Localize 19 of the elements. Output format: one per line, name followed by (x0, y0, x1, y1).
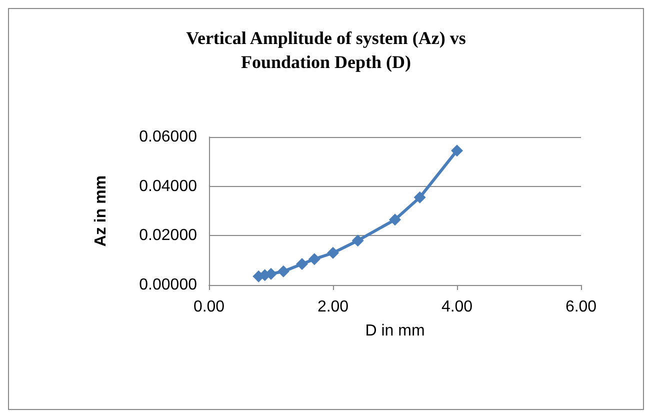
y-tick-label: 0.06000 (139, 128, 198, 146)
y-tick-label: 0.04000 (139, 178, 198, 195)
x-tick-label: 2.00 (317, 298, 349, 316)
x-tick-label: 0.00 (193, 298, 225, 316)
y-tick-label: 0.02000 (139, 227, 198, 244)
y-axis-title: Az in mm (92, 175, 110, 247)
point (327, 246, 339, 259)
point (352, 234, 364, 247)
y-tick-label: 0.00000 (139, 276, 198, 294)
point (414, 191, 426, 204)
x-axis-title: D in mm (365, 322, 425, 340)
point (296, 258, 308, 270)
point (451, 144, 463, 157)
point (389, 214, 401, 226)
point (308, 253, 320, 266)
x-tick-label: 6.00 (565, 298, 597, 316)
chart-title: Vertical Amplitude of system (Az) vs Foundation Depth (D) (186, 28, 466, 72)
x-tick-label: 4.00 (441, 298, 473, 316)
point (277, 265, 290, 278)
